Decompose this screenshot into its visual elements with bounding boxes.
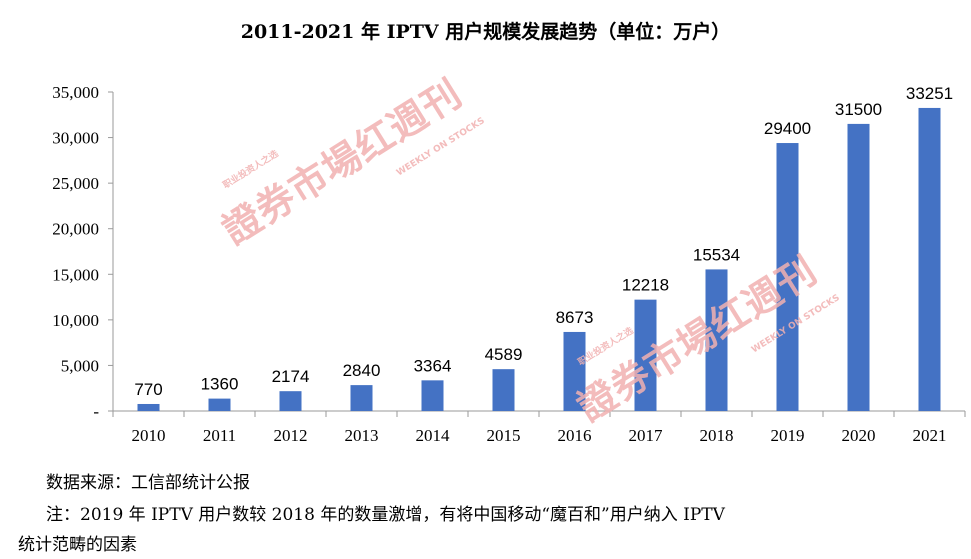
bar <box>279 391 302 411</box>
data-label: 31500 <box>835 100 882 119</box>
y-tick-label: 20,000 <box>52 220 99 239</box>
y-tick-label: 30,000 <box>52 129 99 148</box>
y-tick-label: 25,000 <box>52 174 99 193</box>
data-labels: 770 1360 2174 2840 3364 4589 8673 12218 15534 294… <box>134 84 953 399</box>
x-tick-label: 2018 <box>700 426 734 445</box>
data-label: 33251 <box>906 84 953 103</box>
x-tick-label: 2015 <box>487 426 521 445</box>
x-tick-label: 2011 <box>203 426 236 445</box>
bar <box>137 403 160 411</box>
x-tick-label: 2014 <box>416 426 451 445</box>
data-label: 29400 <box>764 119 811 138</box>
bar <box>776 143 799 412</box>
footnote-line: 统计范畴的因素 <box>18 535 137 555</box>
bar <box>208 398 231 411</box>
chart-title: 2011-2021 年 IPTV 用户规模发展趋势（单位：万户） <box>240 21 731 43</box>
x-tick-label: 2012 <box>274 426 308 445</box>
data-label: 2174 <box>272 367 310 386</box>
x-tick-label: 2019 <box>771 426 805 445</box>
bar <box>563 331 586 411</box>
data-label: 4589 <box>485 345 523 364</box>
data-label: 1360 <box>201 375 239 394</box>
data-label: 770 <box>134 380 162 399</box>
footnote-line: 注：2019 年 IPTV 用户数较 2018 年的数量激增，有将中国移动“魔百… <box>46 505 725 525</box>
bar-chart: - 5,000 10,000 15,000 20,000 25,000 30,000 35,0… <box>52 83 966 445</box>
bar <box>847 123 870 412</box>
bar <box>705 269 728 411</box>
y-tick-label: 5,000 <box>61 356 99 375</box>
data-source: 数据来源：工信部统计公报 <box>46 473 250 493</box>
y-tick-label: 10,000 <box>52 311 99 330</box>
data-label: 8673 <box>556 308 594 327</box>
data-label: 15534 <box>693 245 740 264</box>
bar <box>634 299 657 411</box>
y-tick-label: 15,000 <box>52 265 99 284</box>
bar <box>350 385 373 411</box>
x-tick-label: 2021 <box>913 426 947 445</box>
bar <box>492 369 515 411</box>
bar <box>918 107 941 411</box>
data-label: 3364 <box>414 356 452 375</box>
x-tick-label: 2016 <box>558 426 592 445</box>
bars <box>137 107 941 412</box>
y-tick-label: - <box>93 402 99 421</box>
x-tick-label: 2010 <box>132 426 166 445</box>
y-tick-label: 35,000 <box>52 83 99 102</box>
x-tick-label: 2020 <box>842 426 876 445</box>
x-tick-label: 2017 <box>629 426 664 445</box>
y-axis: - 5,000 10,000 15,000 20,000 25,000 30,000 35,0… <box>52 83 114 421</box>
x-tick-label: 2013 <box>345 426 379 445</box>
x-axis: 2010 2011 2012 2013 2014 2015 2016 2017 2018 2019… <box>112 410 966 445</box>
bar <box>421 380 444 411</box>
data-label: 12218 <box>622 276 669 295</box>
data-label: 2840 <box>343 361 381 380</box>
